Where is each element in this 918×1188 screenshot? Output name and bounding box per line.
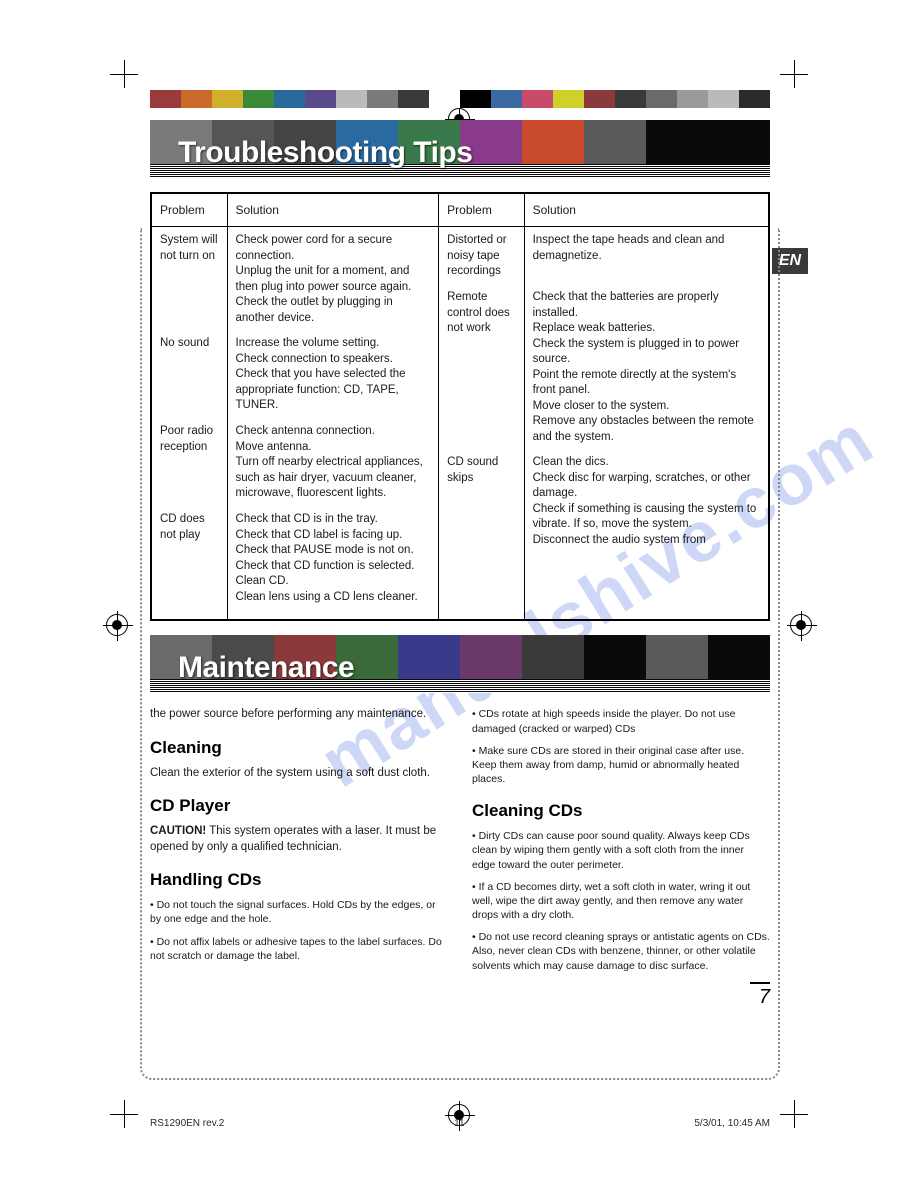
footer: RS1290EN rev.2 11 5/3/01, 10:45 AM [150,1118,770,1129]
footer-doc-id: RS1290EN rev.2 [150,1118,224,1129]
table-problem: No sound [160,336,219,414]
table-problem: System will not turn on [160,233,219,326]
section-title: Troubleshooting Tips [178,136,472,170]
footer-timestamp: 5/3/01, 10:45 AM [694,1118,770,1129]
subheading: CD Player [150,795,448,818]
table-solution: Check antenna connection. Move antenna. … [236,424,431,502]
maintenance-content: the power source before performing any m… [150,707,770,980]
table-problem: CD sound skips [447,455,515,548]
page-number: 7 [750,982,770,1009]
troubleshooting-table: Problem System will not turn on No sound P… [150,192,770,621]
table-header: Solution [525,194,768,227]
subheading: Cleaning [150,737,448,760]
page-content: Troubleshooting Tips EN Problem System w… [150,90,770,981]
footer-page: 11 [454,1118,464,1129]
table-header: Problem [152,194,227,227]
body-text: • Make sure CDs are stored in their orig… [472,744,770,787]
color-calibration-bar [150,90,770,108]
body-text: CAUTION! This system operates with a las… [150,824,448,855]
registration-mark [790,614,812,636]
table-header: Problem [439,194,523,227]
table-solution: Check that the batteries are properly in… [533,290,760,445]
table-problem: Poor radio reception [160,424,219,502]
table-solution: Check power cord for a secure connection… [236,233,431,326]
body-text: • CDs rotate at high speeds inside the p… [472,707,770,735]
body-text: • Do not use record cleaning sprays or a… [472,930,770,973]
table-solution: Inspect the tape heads and clean and dem… [533,233,760,280]
table-solution: Check that CD is in the tray. Check that… [236,512,431,605]
crop-mark [110,60,138,88]
body-text: Clean the exterior of the system using a… [150,766,448,782]
section-header-maintenance: Maintenance [150,635,770,693]
crop-mark [110,1100,138,1128]
subheading: Handling CDs [150,869,448,892]
table-solution: Clean the dics. Check disc for warping, … [533,455,760,548]
table-header: Solution [228,194,439,227]
subheading: Cleaning CDs [472,800,770,823]
body-text: • Do not touch the signal surfaces. Hold… [150,898,448,926]
body-text: • Dirty CDs can cause poor sound quality… [472,829,770,872]
section-header-troubleshooting: Troubleshooting Tips [150,120,770,178]
crop-mark [780,1100,808,1128]
body-text: • Do not affix labels or adhesive tapes … [150,935,448,963]
table-problem: Remote control does not work [447,290,515,445]
table-problem: CD does not play [160,512,219,605]
section-title: Maintenance [178,651,354,685]
table-problem: Distorted or noisy tape recordings [447,233,515,280]
body-text: • If a CD becomes dirty, wet a soft clot… [472,880,770,923]
language-tab: EN [772,248,808,274]
table-solution: Increase the volume setting. Check conne… [236,336,431,414]
crop-mark [780,60,808,88]
registration-mark [106,614,128,636]
body-text: the power source before performing any m… [150,707,448,723]
